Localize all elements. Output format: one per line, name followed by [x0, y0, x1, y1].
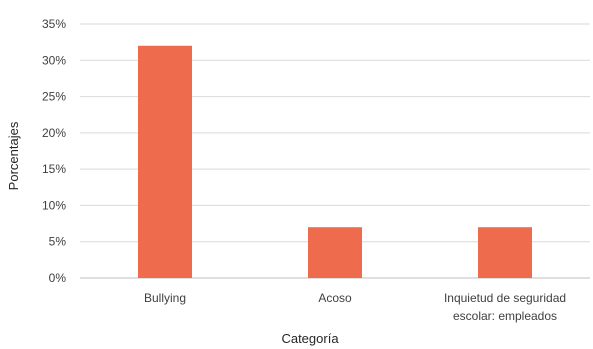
x-axis-category-labels: Bullying Acoso Inquietud de seguridad escol… — [144, 291, 566, 323]
y-tick-label: 20% — [42, 126, 66, 140]
bar — [308, 227, 362, 278]
bar — [138, 45, 192, 279]
x-category-label-line: Bullying — [144, 291, 186, 305]
x-category-label: Acoso — [318, 291, 352, 305]
x-category-label-line: Acoso — [318, 291, 352, 305]
y-tick-label: 5% — [49, 235, 67, 249]
x-category-label-line: Inquietud de seguridad — [444, 291, 566, 305]
y-tick-label: 15% — [42, 162, 66, 176]
y-tick-label: 35% — [42, 17, 66, 31]
y-tick-label: 25% — [42, 90, 66, 104]
x-axis-title: Categoría — [281, 331, 339, 346]
bar — [478, 227, 532, 278]
bars — [138, 45, 532, 279]
x-category-label: Bullying — [144, 291, 186, 305]
y-tick-label: 0% — [49, 271, 67, 285]
y-axis-title: Porcentajes — [6, 121, 21, 190]
x-category-label: Inquietud de seguridad escolar: empleados — [444, 291, 566, 323]
y-tick-label: 30% — [42, 53, 66, 67]
y-axis-tick-labels: 0% 5% 10% 15% 20% 25% 30% 35% — [42, 17, 66, 285]
x-category-label-line: escolar: empleados — [453, 309, 557, 323]
y-tick-label: 10% — [42, 198, 66, 212]
